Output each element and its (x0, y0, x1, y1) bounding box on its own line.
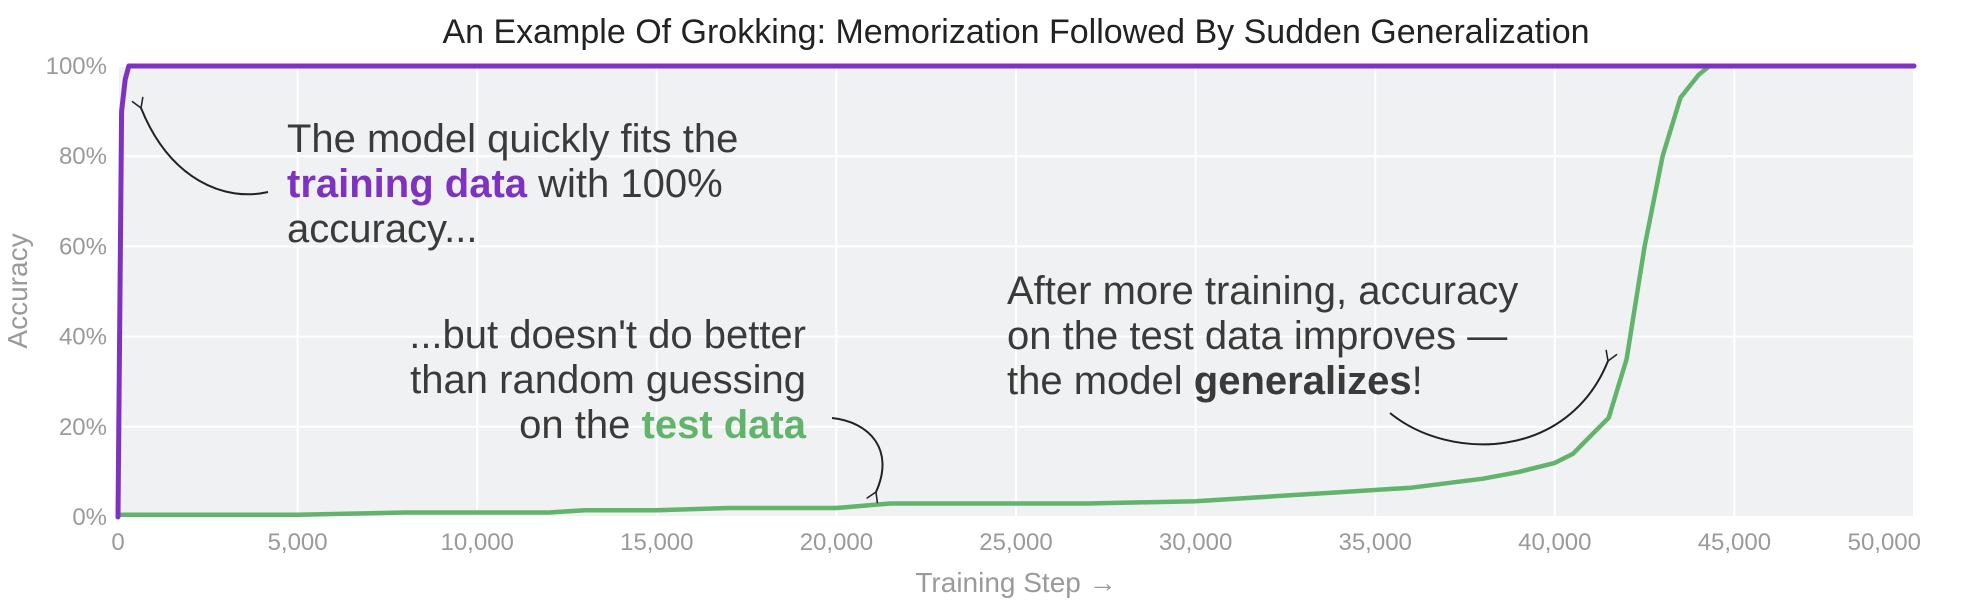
x-tick-label: 35,000 (1338, 529, 1411, 556)
annotation-highlight: training data (287, 162, 528, 206)
annotation-text: the model (1007, 359, 1194, 403)
train-accuracy-line (115, 63, 1917, 520)
annotation-text: on the test data improves — (1007, 314, 1507, 358)
x-tick-label: 15,000 (620, 529, 693, 556)
y-tick-label: 40% (59, 324, 107, 351)
annotation-text: The model quickly fits the (287, 117, 738, 161)
y-tick-label: 20% (59, 414, 107, 441)
annotation-train-fit: The model quickly fits the training data … (287, 117, 738, 251)
annotation-text: on the (519, 403, 641, 447)
x-tick-label: 5,000 (268, 529, 328, 556)
grid (117, 65, 1915, 518)
series-layer (115, 63, 1917, 520)
x-tick-label: 50,000 (1848, 529, 1921, 556)
arrow-train-note (131, 96, 269, 196)
x-tick-label: 25,000 (979, 529, 1052, 556)
x-tick-label: 30,000 (1159, 529, 1232, 556)
y-tick-label: 100% (46, 53, 107, 80)
x-tick-label: 40,000 (1518, 529, 1591, 556)
annotation-test-random: ...but doesn't do better than random gues… (409, 313, 807, 447)
arrow-generalize-note (1389, 349, 1618, 446)
annotation-text: ...but doesn't do better (409, 313, 806, 357)
annotation-text: After more training, accuracy (1007, 269, 1518, 313)
x-axis-title: Training Step → (915, 567, 1116, 598)
annotation-text: with 100% (527, 162, 723, 206)
annotation-highlight: generalizes (1194, 359, 1412, 403)
annotation-highlight: test data (642, 403, 807, 447)
annotation-generalizes: After more training, accuracy on the test… (1007, 269, 1518, 403)
x-axis: 0 5,000 10,000 15,000 20,000 25,000 30,000 35,0… (111, 529, 1921, 556)
x-tick-label: 45,000 (1698, 529, 1771, 556)
annotation-text: accuracy... (287, 207, 477, 251)
test-accuracy-line (115, 63, 1917, 517)
arrow-test-note (831, 417, 884, 504)
x-tick-label: 10,000 (440, 529, 513, 556)
y-tick-label: 60% (59, 233, 107, 260)
x-tick-label: 0 (111, 529, 124, 556)
x-tick-label: 20,000 (800, 529, 873, 556)
annotation-text: than random guessing (410, 358, 806, 402)
y-axis-title: Accuracy (2, 233, 33, 348)
y-tick-label: 0% (72, 504, 107, 531)
chart-title: An Example Of Grokking: Memorization Fol… (442, 13, 1589, 51)
annotations: The model quickly fits the training data … (131, 96, 1618, 504)
y-axis: 0% 20% 40% 60% 80% 100% (46, 53, 107, 531)
y-tick-label: 80% (59, 143, 107, 170)
annotation-text: ! (1412, 359, 1423, 403)
